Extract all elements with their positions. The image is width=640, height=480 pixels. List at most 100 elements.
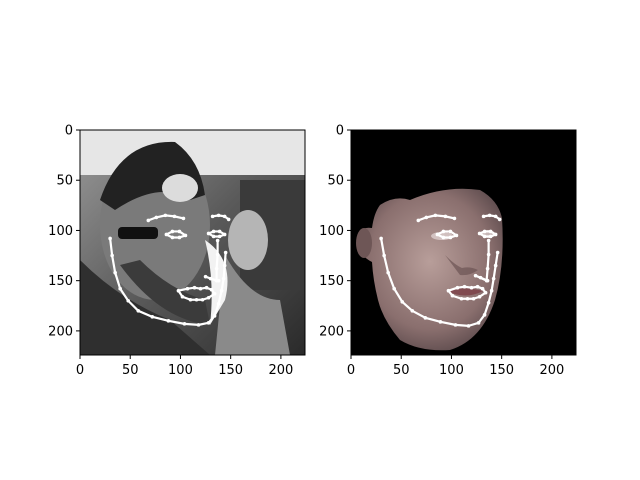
left-x-tick-label: 50 — [122, 363, 139, 378]
right-x-tick-label: 200 — [539, 363, 564, 378]
left-landmark-point — [181, 216, 186, 221]
left-landmark-point — [150, 315, 155, 319]
left-landmark-point — [154, 215, 159, 220]
right-landmark-point — [400, 299, 405, 304]
right-landmark-point — [441, 229, 446, 234]
left-landmark-point — [211, 234, 216, 239]
left-landmark-point — [164, 232, 169, 237]
right-landmark-overlay — [379, 213, 502, 328]
right-landmark-point — [485, 278, 490, 283]
right-landmark-point — [488, 234, 493, 239]
left-landmark-point — [118, 286, 122, 291]
right-landmark-point — [435, 232, 440, 237]
left-image-panel — [80, 130, 305, 355]
right-landmark-point — [441, 235, 446, 240]
left-landmark-point — [182, 322, 187, 326]
left-axes-frame — [79, 129, 306, 356]
left-y-tick-label: 150 — [48, 274, 73, 289]
right-landmark-point — [392, 286, 396, 291]
right-landmark-point — [410, 309, 415, 313]
left-landmark-point — [196, 323, 201, 327]
left-x-tick-label: 0 — [76, 363, 84, 378]
left-landmark-point — [216, 213, 221, 218]
left-landmark-point — [126, 298, 131, 303]
right-landmark-point — [379, 236, 383, 241]
left-landmark-overlay — [108, 213, 231, 327]
left-landmark-point — [188, 297, 193, 302]
right-landmark-point — [477, 231, 482, 236]
left-landmark-point — [163, 213, 168, 218]
right-landmark-point — [486, 252, 491, 257]
left-landmark-point — [211, 229, 216, 234]
right-landmark-point — [478, 275, 483, 280]
right-landmark-point — [493, 214, 498, 219]
left-landmark-point — [226, 217, 231, 222]
left-landmark-point — [136, 309, 141, 313]
right-landmark-point — [482, 313, 487, 317]
right-landmark-point — [487, 213, 492, 218]
left-landmark-point — [203, 274, 208, 279]
left-landmark-point — [170, 229, 175, 234]
right-landmark-point — [475, 284, 480, 289]
right-landmark-point — [459, 296, 464, 301]
left-landmark-point — [177, 229, 182, 234]
left-landmark-point — [222, 263, 227, 268]
right-landmark-point — [477, 294, 482, 299]
right-landmark-point — [416, 218, 421, 223]
right-landmark-point — [471, 296, 476, 301]
left-x-tick-label: 200 — [268, 363, 293, 378]
left-landmark-brow-right-line — [212, 214, 230, 221]
left-landmark-point — [185, 286, 190, 291]
right-landmark-point — [489, 288, 494, 293]
right-landmark-point — [386, 270, 390, 275]
left-landmark-point — [217, 229, 222, 234]
right-x-tick-label: 100 — [439, 363, 464, 378]
right-landmark-point — [495, 250, 500, 255]
left-landmark-point — [214, 266, 219, 271]
right-landmark-point — [483, 290, 488, 295]
right-landmark-point — [438, 320, 443, 324]
left-landmark-point — [177, 235, 182, 240]
left-landmark-point — [210, 214, 215, 219]
left-x-tick-label: 100 — [168, 363, 193, 378]
left-landmark-point — [219, 288, 224, 293]
right-landmark-point — [443, 214, 448, 219]
right-y-tick-label: 150 — [319, 274, 344, 289]
left-landmark-point — [212, 314, 217, 318]
right-landmark-point — [476, 321, 481, 325]
right-x-tick-label: 150 — [489, 363, 514, 378]
right-axis-ticks: 0 50 100 150 200 0 50 100 150 200 — [319, 124, 564, 379]
right-landmark-point — [482, 234, 487, 239]
left-y-tick-label: 0 — [65, 124, 73, 139]
right-y-tick-label: 200 — [319, 324, 344, 339]
right-landmark-point — [480, 286, 485, 291]
left-y-tick-label: 200 — [48, 324, 73, 339]
left-x-tick-label: 150 — [218, 363, 243, 378]
left-axis-ticks: 0 50 100 150 200 0 50 100 150 200 — [48, 124, 293, 379]
right-y-tick-label: 100 — [319, 224, 344, 239]
right-landmark-point — [497, 217, 502, 222]
left-landmark-point — [204, 285, 209, 290]
left-y-tick-label: 50 — [56, 174, 73, 189]
right-landmark-brow-right-line — [483, 214, 501, 221]
left-landmark-point — [113, 270, 117, 275]
left-landmark-point — [200, 297, 205, 302]
right-landmark-point — [488, 229, 493, 234]
left-landmark-point — [217, 234, 222, 239]
right-landmark-point — [462, 284, 467, 289]
left-landmark-point — [194, 297, 199, 302]
left-landmark-point — [221, 276, 226, 281]
right-landmark-point — [455, 285, 460, 290]
right-landmark-point — [454, 233, 459, 238]
left-landmark-point — [176, 288, 181, 293]
right-landmark-point — [452, 216, 457, 221]
left-landmark-point — [180, 294, 185, 299]
left-landmark-point — [215, 238, 220, 243]
left-landmark-point — [108, 236, 112, 241]
right-x-tick-label: 50 — [393, 363, 410, 378]
right-landmark-point — [485, 266, 490, 271]
right-landmark-point — [481, 214, 486, 219]
right-landmark-point — [469, 285, 474, 290]
right-landmark-point — [493, 263, 498, 268]
left-landmark-point — [172, 214, 177, 219]
